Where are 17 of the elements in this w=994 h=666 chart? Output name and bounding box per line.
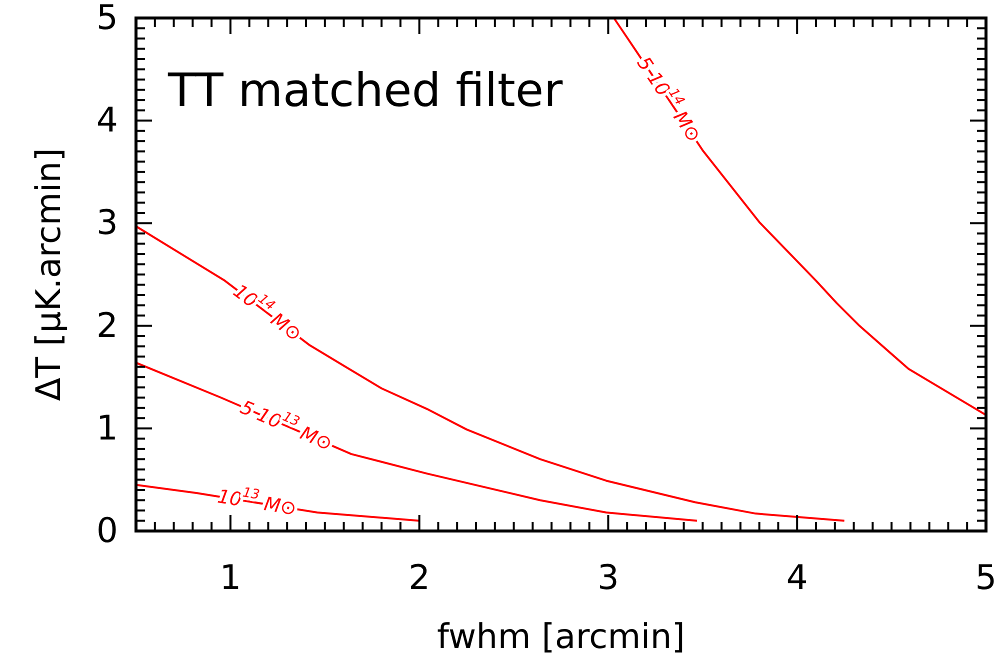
x-tick-label: 2 [408,558,430,598]
text: TT matched filter [167,63,563,117]
x-axis-title: fwhm [arcmin] [436,617,686,657]
y-tick-label: 4 [96,100,118,141]
line-series [136,225,846,522]
y-tick-label: 1 [96,408,118,448]
y-axis-title: ΔT [μK.arcmin] [29,148,69,401]
y-tick-label: 3 [96,203,118,244]
x-tick-label: 5 [975,558,994,598]
y-tick-label: 2 [96,306,118,346]
x-tick-label: 3 [597,558,620,598]
x-tick-label: 4 [786,558,808,598]
y-tick-label: 0 [96,511,118,551]
x-tick-label: 1 [220,558,242,598]
line-series [612,17,986,416]
y-tick-label: 5 [96,0,118,38]
line-series [136,362,698,522]
